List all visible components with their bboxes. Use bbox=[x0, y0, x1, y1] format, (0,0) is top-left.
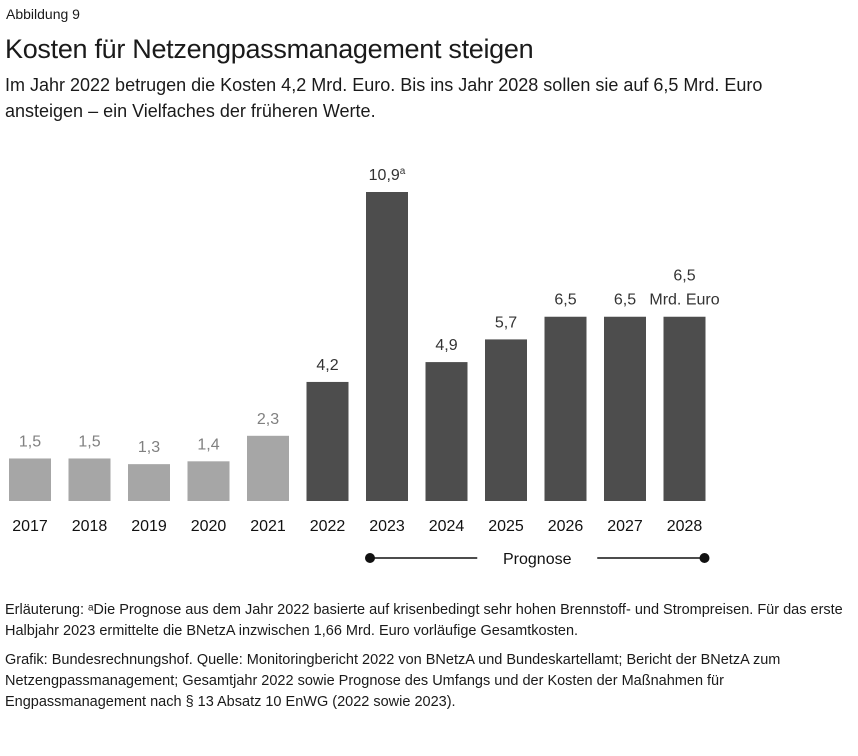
data-label-2026: 6,5 bbox=[554, 292, 576, 309]
data-label-2022: 4,2 bbox=[316, 357, 338, 374]
x-tick-label-2026: 2026 bbox=[548, 518, 584, 535]
bar-2025 bbox=[485, 339, 527, 501]
data-label-2018: 1,5 bbox=[78, 433, 100, 450]
chart-subtitle: Im Jahr 2022 betrugen die Kosten 4,2 Mrd… bbox=[5, 75, 763, 121]
data-label-2025: 5,7 bbox=[495, 314, 517, 331]
chart-title: Kosten für Netzengpassmanagement steigen bbox=[5, 34, 534, 64]
bar-chart: 1,5 2017 1,5 2018 1,3 2019 1,4 2020 2,3 2021 4,2 20… bbox=[9, 166, 720, 568]
x-tick-label-2020: 2020 bbox=[191, 518, 227, 535]
x-tick-label-2024: 2024 bbox=[429, 518, 465, 535]
x-tick-label-2023: 2023 bbox=[369, 518, 405, 535]
footnote: Erläuterung: ᵃDie Prognose aus dem Jahr … bbox=[5, 602, 843, 639]
forecast-label: Prognose bbox=[503, 551, 572, 568]
bar-2020 bbox=[187, 461, 230, 501]
bar-2022 bbox=[306, 381, 349, 501]
x-tick-label-2027: 2027 bbox=[607, 518, 643, 535]
unit-label: Mrd. Euro bbox=[649, 292, 719, 309]
x-tick-label-2021: 2021 bbox=[250, 518, 286, 535]
x-tick-label-2025: 2025 bbox=[488, 518, 524, 535]
forecast-end-dot bbox=[699, 553, 710, 563]
figure-label: Abbildung 9 bbox=[6, 6, 80, 22]
bar-2024 bbox=[425, 362, 468, 501]
notes-section: Erläuterung: ᵃDie Prognose aus dem Jahr … bbox=[5, 600, 855, 713]
bar-2021 bbox=[247, 435, 289, 501]
bar-2019 bbox=[128, 464, 170, 501]
data-label-2024: 4,9 bbox=[435, 337, 457, 354]
data-label-2027: 6,5 bbox=[614, 292, 636, 309]
data-label-2028: 6,5 bbox=[673, 268, 695, 285]
x-tick-label-2028: 2028 bbox=[667, 518, 703, 535]
bar-2017 bbox=[9, 458, 51, 501]
bar-2027 bbox=[604, 316, 646, 501]
x-tick-label-2017: 2017 bbox=[12, 518, 48, 535]
bar-2026 bbox=[544, 316, 587, 501]
data-label-2019: 1,3 bbox=[138, 439, 160, 456]
bar-2023 bbox=[366, 192, 408, 501]
forecast-start-dot bbox=[365, 553, 375, 563]
x-tick-label-2022: 2022 bbox=[310, 518, 346, 535]
source-note: Grafik: Bundesrechnungshof. Quelle: Moni… bbox=[5, 652, 781, 710]
bar-2028 bbox=[663, 316, 706, 501]
data-label-2023: 10,9a bbox=[369, 166, 406, 184]
data-label-2020: 1,4 bbox=[197, 436, 219, 453]
data-label-2017: 1,5 bbox=[19, 433, 41, 450]
bar-2018 bbox=[68, 458, 111, 501]
data-label-2021: 2,3 bbox=[257, 411, 279, 428]
x-tick-label-2018: 2018 bbox=[72, 518, 108, 535]
x-tick-label-2019: 2019 bbox=[131, 518, 167, 535]
